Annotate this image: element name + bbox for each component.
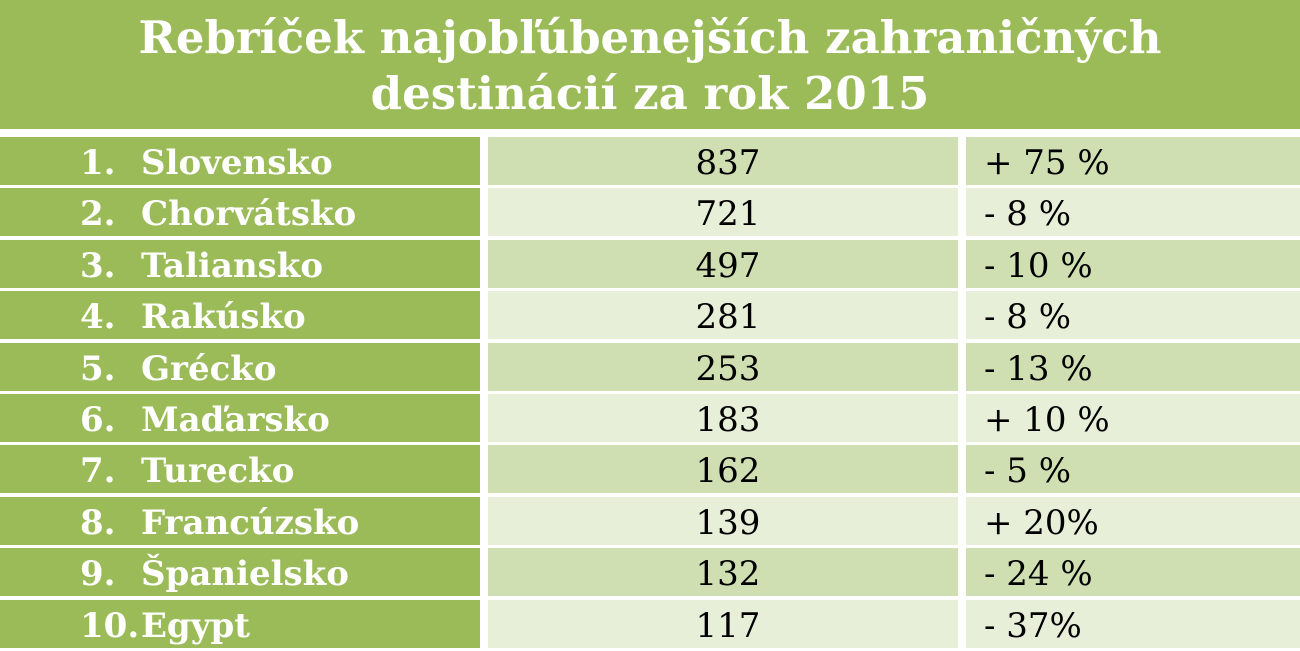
rank-label: 5. bbox=[80, 348, 116, 389]
rank-label: 8. bbox=[80, 502, 116, 543]
change-cell: - 10 % bbox=[966, 239, 1300, 288]
change-cell: - 8 % bbox=[966, 291, 1300, 340]
country-name: Maďarsko bbox=[141, 399, 330, 440]
change-cell: - 24 % bbox=[966, 548, 1300, 597]
destination-cell: 4. Rakúsko bbox=[0, 291, 480, 340]
country-name: Francúzsko bbox=[141, 502, 360, 543]
count-cell: 253 bbox=[488, 342, 958, 391]
country-name: Slovensko bbox=[141, 143, 333, 183]
change-cell: + 10 % bbox=[966, 393, 1300, 442]
change-cell: + 20% bbox=[966, 496, 1300, 545]
count-cell: 139 bbox=[488, 496, 958, 545]
country-name: Chorvátsko bbox=[141, 194, 357, 235]
destination-cell: 3. Taliansko bbox=[0, 239, 480, 288]
rank-label: 1. bbox=[80, 143, 116, 183]
table-row: 6. Maďarsko 183 + 10 % bbox=[0, 393, 1300, 445]
country-name: Taliansko bbox=[141, 245, 324, 286]
destination-cell: 2. Chorvátsko bbox=[0, 188, 480, 237]
country-name: Rakúsko bbox=[141, 297, 306, 338]
table-row: 7. Turecko 162 - 5 % bbox=[0, 445, 1300, 496]
destination-cell: 6. Maďarsko bbox=[0, 393, 480, 442]
destination-cell: 5. Grécko bbox=[0, 342, 480, 391]
table-row: 4. Rakúsko 281 - 8 % bbox=[0, 291, 1300, 342]
title-line-1: Rebríček najobľúbenejších zahraničných bbox=[138, 11, 1162, 64]
destination-cell: 10. Egypt bbox=[0, 599, 480, 648]
change-cell: - 8 % bbox=[966, 188, 1300, 237]
table-row: 10. Egypt 117 - 37% bbox=[0, 599, 1300, 651]
country-name: Grécko bbox=[141, 348, 277, 389]
table-row: 3. Taliansko 497 - 10 % bbox=[0, 239, 1300, 291]
count-cell: 183 bbox=[488, 393, 958, 442]
rank-label: 6. bbox=[80, 399, 116, 440]
change-cell: + 75 % bbox=[966, 137, 1300, 185]
count-cell: 162 bbox=[488, 445, 958, 494]
country-name: Turecko bbox=[141, 451, 295, 492]
rank-label: 9. bbox=[80, 554, 116, 595]
count-cell: 132 bbox=[488, 548, 958, 597]
table-row: 5. Grécko 253 - 13 % bbox=[0, 342, 1300, 394]
change-cell: - 37% bbox=[966, 599, 1300, 648]
table-row: 9. Španielsko 132 - 24 % bbox=[0, 548, 1300, 599]
ranking-table: 1. Slovensko 837 + 75 % 2. Chorvátsko 72… bbox=[0, 137, 1300, 651]
table-row: 1. Slovensko 837 + 75 % bbox=[0, 137, 1300, 188]
table-row: 2. Chorvátsko 721 - 8 % bbox=[0, 188, 1300, 239]
rank-label: 4. bbox=[80, 297, 116, 338]
rank-label: 3. bbox=[80, 245, 116, 286]
destination-cell: 8. Francúzsko bbox=[0, 496, 480, 545]
count-cell: 281 bbox=[488, 291, 958, 340]
destination-cell: 7. Turecko bbox=[0, 445, 480, 494]
title-line-2: destinácií za rok 2015 bbox=[370, 67, 930, 120]
table-row: 8. Francúzsko 139 + 20% bbox=[0, 496, 1300, 548]
page-title: Rebríček najobľúbenejších zahraničných d… bbox=[0, 0, 1300, 129]
country-name: Španielsko bbox=[141, 554, 349, 595]
count-cell: 117 bbox=[488, 599, 958, 648]
rank-label: 7. bbox=[80, 451, 116, 492]
destination-cell: 1. Slovensko bbox=[0, 137, 480, 185]
count-cell: 497 bbox=[488, 239, 958, 288]
change-cell: - 13 % bbox=[966, 342, 1300, 391]
count-cell: 837 bbox=[488, 137, 958, 185]
count-cell: 721 bbox=[488, 188, 958, 237]
destination-cell: 9. Španielsko bbox=[0, 548, 480, 597]
rank-label: 2. bbox=[80, 194, 116, 235]
country-name: Egypt bbox=[141, 605, 250, 646]
rank-label: 10. bbox=[80, 605, 140, 646]
change-cell: - 5 % bbox=[966, 445, 1300, 494]
